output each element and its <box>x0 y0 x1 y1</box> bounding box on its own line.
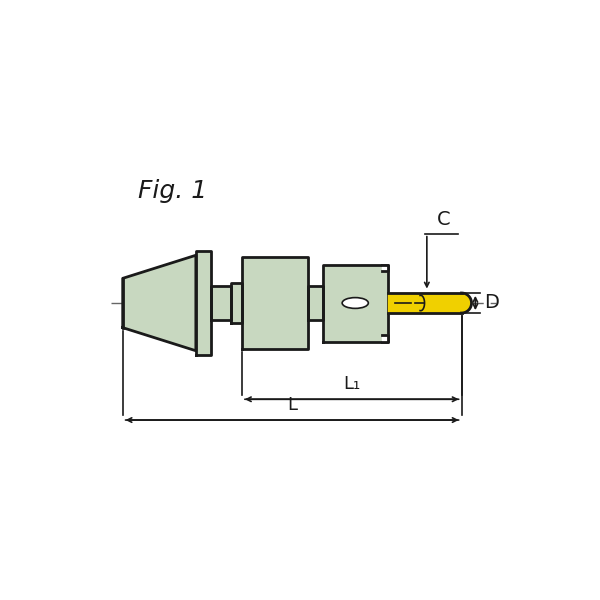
Polygon shape <box>388 293 461 313</box>
Polygon shape <box>196 251 211 355</box>
Ellipse shape <box>342 298 368 308</box>
Polygon shape <box>123 255 196 351</box>
Polygon shape <box>308 286 323 320</box>
Text: Fig. 1: Fig. 1 <box>138 179 207 203</box>
Polygon shape <box>382 335 388 341</box>
Text: D: D <box>485 293 499 313</box>
Polygon shape <box>382 265 388 271</box>
Polygon shape <box>461 293 472 313</box>
Text: C: C <box>437 210 451 229</box>
Polygon shape <box>323 265 388 341</box>
Polygon shape <box>242 257 308 349</box>
Polygon shape <box>211 286 230 320</box>
Text: L₁: L₁ <box>343 375 361 393</box>
Polygon shape <box>230 283 242 323</box>
Text: L: L <box>287 396 297 414</box>
